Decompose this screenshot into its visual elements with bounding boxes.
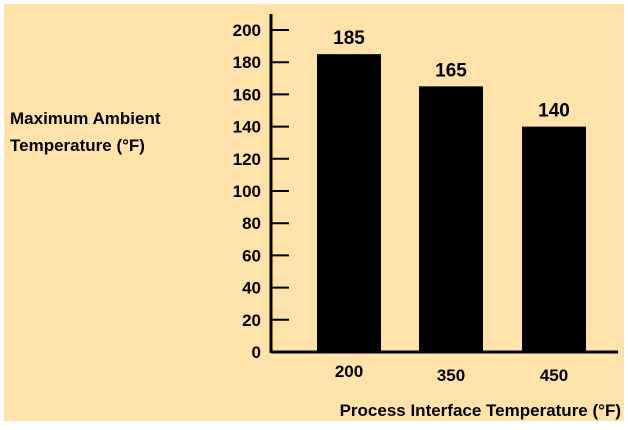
bar-350 bbox=[419, 86, 483, 352]
y-tick-label: 80 bbox=[242, 214, 261, 233]
data-label-350: 165 bbox=[435, 60, 467, 81]
y-tick-label: 100 bbox=[233, 182, 261, 201]
x-tick-label-200: 200 bbox=[335, 362, 363, 381]
x-tick-label-450: 450 bbox=[540, 366, 568, 385]
y-tick-label: 200 bbox=[233, 21, 261, 40]
y-axis-label-line-2: Temperature (°F) bbox=[10, 136, 145, 155]
y-tick-label: 180 bbox=[233, 53, 261, 72]
y-axis-ticks: 0 20 40 60 80 100 120 140 160 180 200 bbox=[233, 21, 289, 362]
y-axis-label-line-1: Maximum Ambient bbox=[10, 109, 161, 128]
y-tick-label: 60 bbox=[242, 246, 261, 265]
y-tick-label: 40 bbox=[242, 279, 261, 298]
y-tick-label: 140 bbox=[233, 118, 261, 137]
y-tick-label: 120 bbox=[233, 150, 261, 169]
y-tick-label: 160 bbox=[233, 85, 261, 104]
y-tick-label: 0 bbox=[252, 343, 261, 362]
y-tick-label: 20 bbox=[242, 311, 261, 330]
x-tick-label-350: 350 bbox=[437, 366, 465, 385]
x-axis-label: Process Interface Temperature (°F) bbox=[340, 401, 621, 420]
bars-group: 185 200 165 350 140 450 bbox=[317, 28, 586, 385]
data-label-200: 185 bbox=[333, 28, 365, 49]
data-label-450: 140 bbox=[538, 101, 570, 122]
bar-450 bbox=[522, 126, 586, 352]
bar-200 bbox=[317, 54, 381, 353]
